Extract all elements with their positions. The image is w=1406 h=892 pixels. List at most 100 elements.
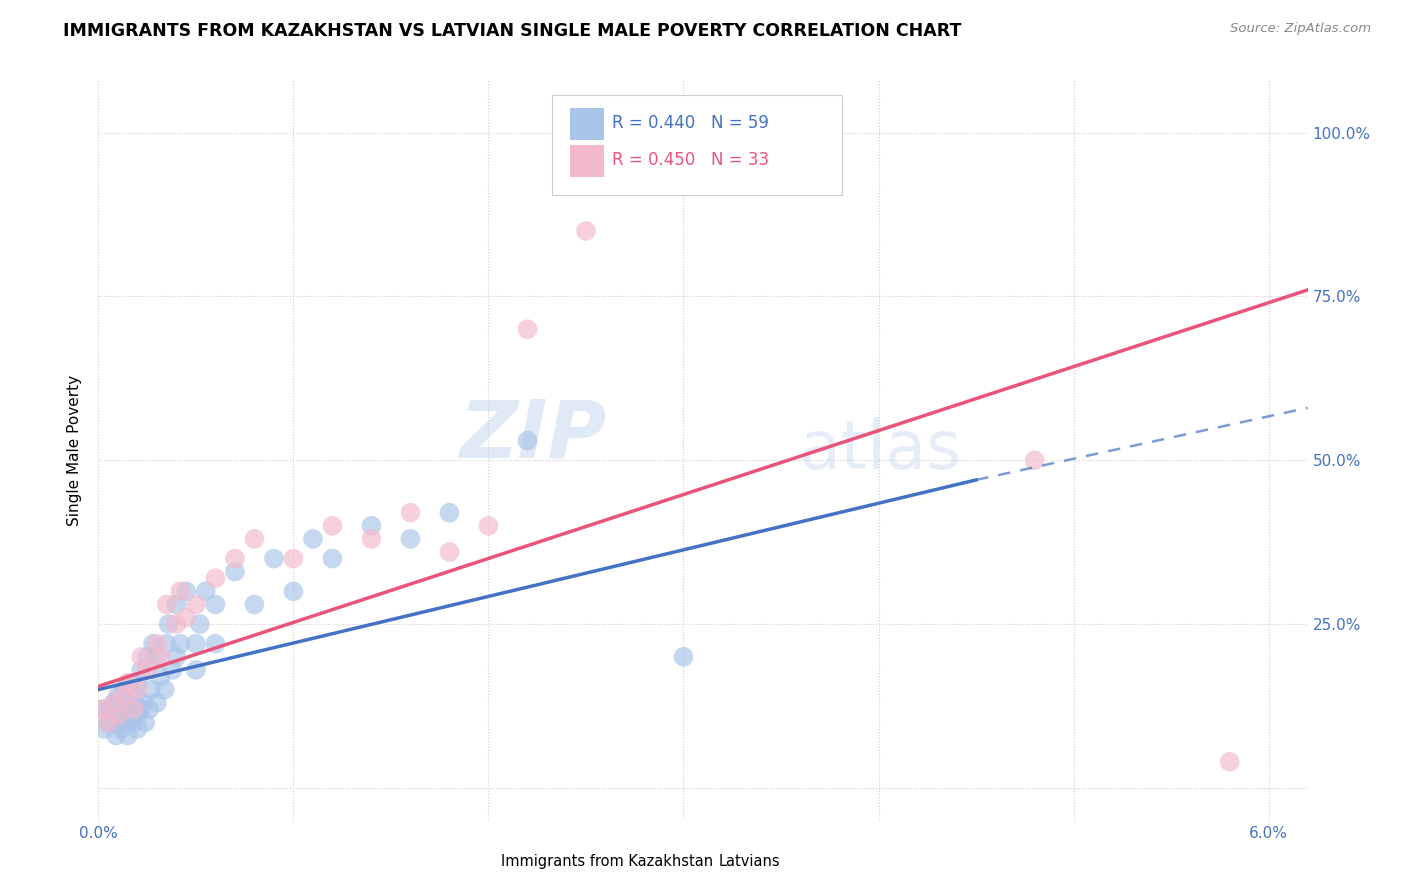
Text: atlas: atlas — [800, 417, 960, 483]
Point — [127, 722, 149, 736]
Point — [122, 702, 145, 716]
Point — [243, 598, 266, 612]
Point — [142, 637, 165, 651]
Point — [111, 702, 134, 716]
Point — [149, 649, 172, 664]
Point — [131, 649, 153, 664]
Point — [184, 598, 207, 612]
Point — [93, 722, 115, 736]
Point — [204, 571, 226, 585]
Point — [477, 518, 499, 533]
Point — [321, 551, 343, 566]
Point — [156, 637, 179, 651]
Point — [134, 715, 156, 730]
Point — [283, 551, 305, 566]
Point — [136, 663, 159, 677]
Point — [136, 649, 159, 664]
Point — [302, 532, 325, 546]
Point — [204, 598, 226, 612]
Point — [91, 702, 114, 716]
Point — [184, 663, 207, 677]
Point — [112, 708, 135, 723]
Point — [188, 617, 211, 632]
Point — [131, 702, 153, 716]
Point — [112, 682, 135, 697]
Point — [91, 702, 114, 716]
Point — [224, 551, 246, 566]
FancyBboxPatch shape — [551, 95, 842, 195]
Point — [146, 637, 169, 651]
Point — [98, 702, 121, 716]
Point — [114, 715, 136, 730]
Point — [117, 676, 139, 690]
Text: R = 0.450   N = 33: R = 0.450 N = 33 — [613, 152, 769, 169]
FancyBboxPatch shape — [467, 854, 494, 871]
FancyBboxPatch shape — [569, 145, 603, 177]
Point — [153, 682, 176, 697]
Point — [439, 506, 461, 520]
Point — [360, 518, 382, 533]
Point — [138, 702, 160, 716]
Point — [283, 584, 305, 599]
Text: Immigrants from Kazakhstan: Immigrants from Kazakhstan — [501, 854, 713, 869]
Point — [439, 545, 461, 559]
Point — [132, 696, 155, 710]
Text: Source: ZipAtlas.com: Source: ZipAtlas.com — [1230, 22, 1371, 36]
FancyBboxPatch shape — [569, 109, 603, 139]
Point — [165, 649, 187, 664]
Point — [1219, 755, 1241, 769]
Point — [103, 696, 125, 710]
Y-axis label: Single Male Poverty: Single Male Poverty — [67, 375, 83, 526]
Point — [97, 715, 120, 730]
Point — [1024, 453, 1046, 467]
Point — [97, 715, 120, 730]
Point — [399, 506, 422, 520]
Point — [224, 565, 246, 579]
Point — [156, 598, 179, 612]
Text: IMMIGRANTS FROM KAZAKHSTAN VS LATVIAN SINGLE MALE POVERTY CORRELATION CHART: IMMIGRANTS FROM KAZAKHSTAN VS LATVIAN SI… — [63, 22, 962, 40]
Point — [769, 145, 792, 160]
Point — [165, 598, 187, 612]
Point — [174, 610, 197, 624]
Point — [243, 532, 266, 546]
Point — [111, 722, 134, 736]
Point — [399, 532, 422, 546]
Point — [672, 145, 695, 160]
Point — [139, 682, 162, 697]
Point — [127, 708, 149, 723]
Point — [131, 663, 153, 677]
Point — [121, 702, 143, 716]
Point — [169, 637, 191, 651]
FancyBboxPatch shape — [685, 854, 711, 871]
Point — [633, 158, 655, 172]
Point — [112, 689, 135, 703]
Point — [169, 584, 191, 599]
Text: Latvians: Latvians — [718, 854, 780, 869]
Point — [127, 682, 149, 697]
Point — [672, 649, 695, 664]
Point — [162, 663, 184, 677]
Point — [122, 715, 145, 730]
Point — [107, 715, 129, 730]
Point — [157, 617, 180, 632]
Point — [117, 729, 139, 743]
Text: ZIP: ZIP — [458, 397, 606, 475]
Point — [101, 708, 124, 723]
Point — [107, 689, 129, 703]
Point — [360, 532, 382, 546]
Point — [117, 696, 139, 710]
Text: R = 0.440   N = 59: R = 0.440 N = 59 — [613, 114, 769, 132]
Point — [204, 637, 226, 651]
Point — [103, 696, 125, 710]
Point — [165, 617, 187, 632]
Point — [184, 637, 207, 651]
Point — [516, 322, 538, 336]
Point — [146, 696, 169, 710]
Point — [104, 729, 127, 743]
Point — [124, 689, 146, 703]
Point — [263, 551, 285, 566]
Point — [575, 224, 598, 238]
Point — [321, 518, 343, 533]
Point — [146, 649, 169, 664]
Point — [149, 669, 172, 683]
